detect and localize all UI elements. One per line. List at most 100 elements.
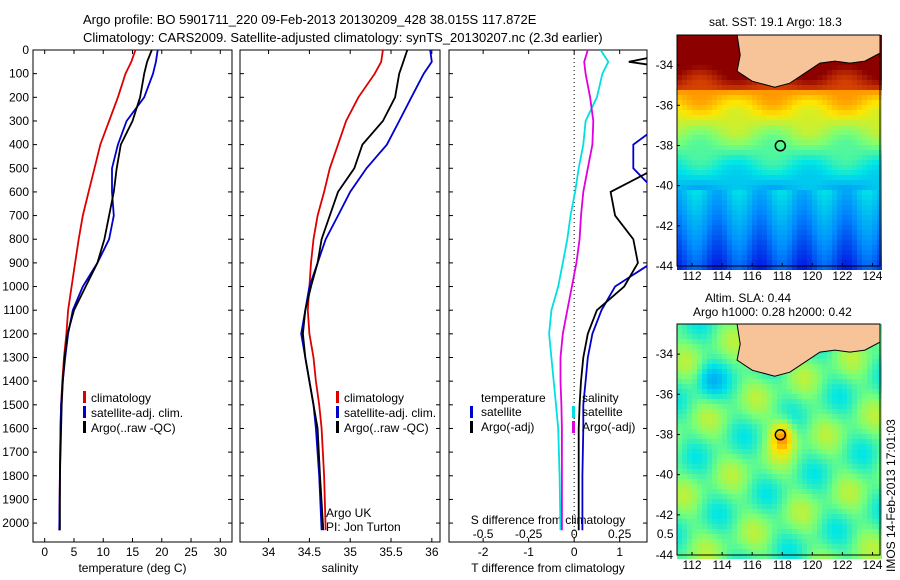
map-cell [722, 145, 727, 150]
s-axis-title: S difference from climatology [471, 513, 626, 527]
map-cell [712, 155, 717, 160]
map-cell [787, 120, 792, 125]
map-cell [797, 509, 802, 514]
map-cell [742, 474, 747, 479]
map-cell [802, 449, 807, 454]
map-cell [722, 334, 727, 339]
map-cell [772, 414, 777, 419]
map-cell [717, 260, 722, 265]
map-cell [837, 105, 842, 110]
map-cell [752, 384, 757, 389]
map-cell [842, 464, 847, 469]
map-cell [847, 130, 852, 135]
map-cell [692, 185, 697, 190]
map-cell [867, 399, 872, 404]
map-cell [812, 444, 817, 449]
map-cell [867, 459, 872, 464]
map-cell [677, 419, 682, 424]
map-cell [697, 260, 702, 265]
map-cell [762, 554, 767, 559]
map-cell [747, 235, 752, 240]
map-cell [782, 160, 787, 165]
map-cell [732, 499, 737, 504]
map-cell [842, 444, 847, 449]
map-cell [747, 384, 752, 389]
map-cell [772, 125, 777, 130]
map-cell [677, 439, 682, 444]
map-cell [687, 80, 692, 85]
map-cell [792, 110, 797, 115]
map-cell [717, 509, 722, 514]
map-cell [707, 514, 712, 519]
map-cell [862, 444, 867, 449]
map-cell [687, 125, 692, 130]
map-cell [862, 434, 867, 439]
map-cell [692, 399, 697, 404]
map-cell [757, 474, 762, 479]
map-cell [702, 90, 707, 95]
map-cell [722, 70, 727, 75]
map-cell [697, 160, 702, 165]
map-cell [717, 210, 722, 215]
map-cell [702, 539, 707, 544]
map-cell [757, 155, 762, 160]
map-cell [772, 160, 777, 165]
map-cell [777, 160, 782, 165]
map-cell [842, 120, 847, 125]
map-cell [697, 140, 702, 145]
map-cell [857, 245, 862, 250]
map-cell [732, 50, 737, 55]
map-cell [842, 170, 847, 175]
map-cell [837, 539, 842, 544]
map-cell [697, 429, 702, 434]
map-cell [852, 215, 857, 220]
map-cell [852, 95, 857, 100]
map-cell [857, 200, 862, 205]
map-cell [727, 265, 732, 270]
map-cell [682, 240, 687, 245]
map-cell [807, 80, 812, 85]
y-tick-label: 1300 [2, 351, 29, 365]
map-cell [682, 324, 687, 329]
map-cell [872, 454, 877, 459]
map-cell [872, 190, 877, 195]
map-cell [677, 85, 682, 90]
map-cell [712, 409, 717, 414]
map-cell [692, 130, 697, 135]
map-cell [797, 140, 802, 145]
map-cell [747, 414, 752, 419]
map-cell [682, 195, 687, 200]
map-cell [862, 265, 867, 270]
map-cell [742, 175, 747, 180]
map-cell [847, 95, 852, 100]
map-cell [682, 75, 687, 80]
map-cell [862, 235, 867, 240]
map-cell [832, 115, 837, 120]
map-cell [817, 125, 822, 130]
map-cell [712, 469, 717, 474]
map-cell [677, 464, 682, 469]
map-cell [747, 140, 752, 145]
map-cell [687, 105, 692, 110]
map-cell [727, 35, 732, 40]
map-cell [752, 374, 757, 379]
map-cell [837, 195, 842, 200]
map-cell [862, 85, 867, 90]
map-cell [717, 115, 722, 120]
map-cell [832, 70, 837, 75]
map-cell [727, 115, 732, 120]
map-cell [717, 35, 722, 40]
map-cell [812, 434, 817, 439]
map-y-tick-label: -38 [656, 138, 674, 152]
map-cell [697, 95, 702, 100]
map-cell [877, 265, 882, 270]
map-cell [867, 464, 872, 469]
map-cell [832, 419, 837, 424]
map-cell [802, 200, 807, 205]
map-cell [682, 105, 687, 110]
map-cell [782, 200, 787, 205]
map-cell [867, 454, 872, 459]
map-cell [677, 235, 682, 240]
map-cell [737, 519, 742, 524]
map-cell [852, 484, 857, 489]
